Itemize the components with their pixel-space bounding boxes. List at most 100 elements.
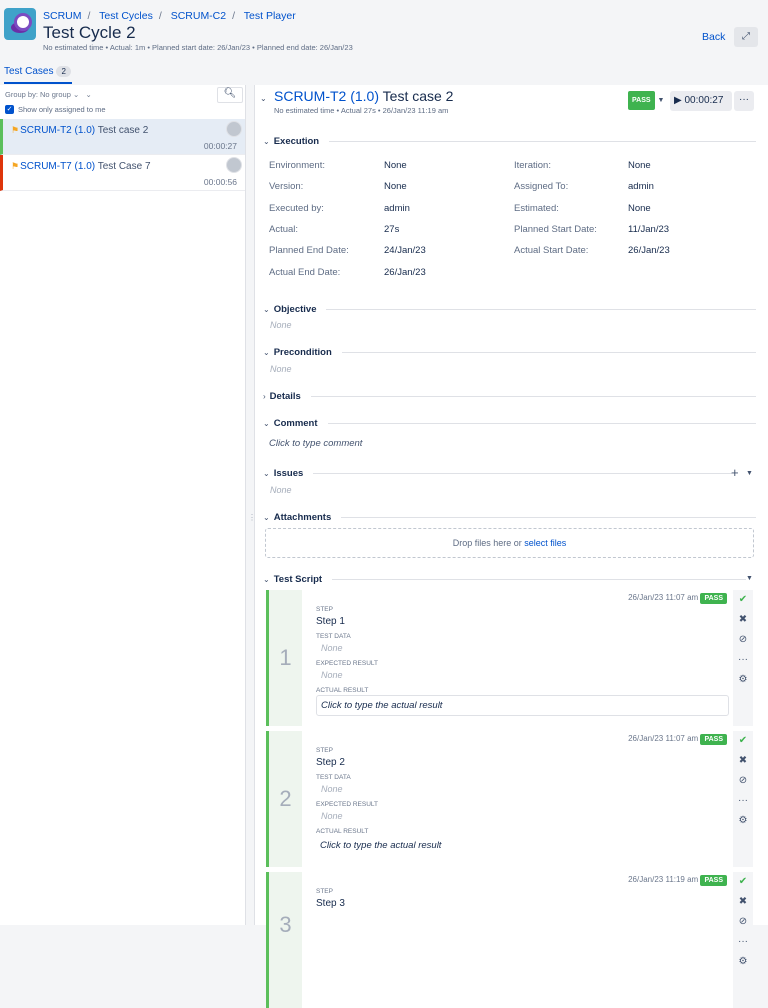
test-case-key[interactable]: SCRUM-T7 (1.0) (20, 161, 96, 172)
step-label: Step (316, 888, 333, 895)
pass-step-button[interactable]: ✔ (738, 876, 748, 887)
precondition-value[interactable]: None (270, 364, 292, 374)
step-more-button[interactable]: ··· (738, 654, 748, 665)
block-step-button[interactable]: ⊘ (738, 916, 748, 927)
step-actions: ✔ ✖ ⊘ ··· ⚙ (733, 590, 753, 726)
section-execution[interactable]: ⌄ Execution (263, 136, 756, 147)
test-case-item[interactable]: ⚑SCRUM-T7 (1.0) Test Case 7 00:00:56 (0, 155, 245, 191)
add-issue-button[interactable]: + (731, 465, 739, 480)
status-badge: PASS (628, 91, 655, 110)
avatar (226, 121, 242, 137)
detail-key[interactable]: SCRUM-T2 (1.0) (274, 88, 380, 104)
field-value[interactable]: admin (384, 203, 410, 214)
search-button[interactable]: 🔍︎ (217, 87, 243, 103)
pass-step-button[interactable]: ✔ (738, 735, 748, 746)
test-data-value: None (321, 643, 343, 653)
test-step-card: 1 26/Jan/23 11:07 am PASS ✔ ✖ ⊘ ··· ⚙ St… (266, 590, 753, 726)
field-value[interactable]: None (628, 160, 651, 171)
field-value[interactable]: None (384, 181, 407, 192)
test-case-name: Test case 2 (97, 125, 149, 136)
more-options-button[interactable]: ··· (734, 91, 754, 111)
expected-result-value: None (321, 670, 343, 680)
step-text: Step 1 (316, 616, 345, 627)
test-case-time: 00:00:56 (203, 177, 237, 187)
breadcrumb-scrum[interactable]: SCRUM (43, 10, 82, 22)
chevron-down-icon: ⌄ (263, 419, 270, 428)
field-value[interactable]: 24/Jan/23 (384, 245, 426, 256)
field-label: Assigned To: (514, 181, 569, 192)
issues-menu-caret-icon[interactable]: ▼ (746, 470, 753, 477)
collapse-chevron-icon[interactable]: ⌄ (260, 94, 267, 103)
step-more-button[interactable]: ··· (738, 936, 748, 947)
select-files-link[interactable]: select files (524, 538, 567, 548)
expand-button[interactable]: ⤢ (734, 27, 758, 47)
step-number: 2 (269, 731, 302, 867)
fail-step-button[interactable]: ✖ (738, 614, 748, 625)
chevron-right-icon: › (263, 392, 266, 401)
test-data-label: Test data (316, 774, 351, 781)
checkbox-checked-icon: ✓ (5, 105, 14, 114)
chevron-down-icon: ⌄ (263, 137, 270, 146)
section-title: Precondition (273, 347, 332, 358)
tab-test-cases[interactable]: Test Cases 2 (4, 66, 72, 84)
actual-result-label: Actual result (316, 828, 369, 835)
objective-value[interactable]: None (270, 320, 292, 330)
breadcrumb-test-cycles[interactable]: Test Cycles (99, 10, 153, 22)
block-step-button[interactable]: ⊘ (738, 775, 748, 786)
search-icon: 🔍︎ (223, 88, 237, 99)
field-value[interactable]: 11/Jan/23 (628, 224, 670, 235)
step-text: Step 3 (316, 898, 345, 909)
section-precondition[interactable]: ⌄ Precondition (263, 347, 756, 358)
field-value[interactable]: None (384, 160, 407, 171)
pass-step-button[interactable]: ✔ (738, 594, 748, 605)
section-comment[interactable]: ⌄ Comment (263, 418, 756, 429)
step-settings-button[interactable]: ⚙ (738, 674, 748, 685)
block-step-button[interactable]: ⊘ (738, 634, 748, 645)
back-button[interactable]: Back (702, 31, 726, 43)
group-by-select[interactable]: Group by: No group ⌄ ⌄ (5, 90, 92, 99)
timer-button[interactable]: ▶ 00:00:27 (670, 91, 732, 111)
fail-step-button[interactable]: ✖ (738, 896, 748, 907)
detail-meta: No estimated time • Actual 27s • 26/Jan/… (274, 106, 449, 115)
test-case-item[interactable]: ⚑SCRUM-T2 (1.0) Test case 2 00:00:27 (0, 119, 245, 155)
field-value[interactable]: 26/Jan/23 (628, 245, 670, 256)
step-more-button[interactable]: ··· (738, 795, 748, 806)
step-settings-button[interactable]: ⚙ (738, 815, 748, 826)
field-label: Actual: (269, 224, 299, 235)
breadcrumb-cycle[interactable]: SCRUM-C2 (170, 10, 227, 22)
field-value[interactable]: 27s (384, 224, 400, 235)
step-settings-button[interactable]: ⚙ (738, 956, 748, 967)
panel-resize-handle[interactable]: ⋮ (245, 85, 256, 925)
actual-result-input[interactable]: Click to type the actual result (320, 840, 442, 851)
section-details[interactable]: › Details (263, 391, 756, 402)
test-case-time: 00:00:27 (203, 141, 237, 151)
step-status-badge: PASS (700, 734, 727, 745)
expected-result-label: Expected result (316, 660, 379, 667)
breadcrumb-test-player[interactable]: Test Player (243, 10, 296, 22)
section-title: Attachments (273, 512, 332, 523)
section-objective[interactable]: ⌄ Objective (263, 304, 756, 315)
status-dropdown[interactable]: PASS ▼ (628, 91, 664, 110)
attachment-dropzone[interactable]: Drop files here or select files (265, 528, 754, 558)
actual-result-label: Actual result (316, 687, 369, 694)
section-test-script[interactable]: ⌄ Test Script (263, 574, 746, 585)
section-issues[interactable]: ⌄ Issues (263, 468, 732, 479)
step-status-badge: PASS (700, 593, 727, 604)
step-status-badge: PASS (700, 875, 727, 886)
field-value[interactable]: None (628, 203, 651, 214)
test-script-menu-caret-icon[interactable]: ▼ (746, 575, 753, 582)
test-case-key[interactable]: SCRUM-T2 (1.0) (20, 125, 96, 136)
field-label: Planned End Date: (269, 245, 349, 256)
chevron-down-icon: ⌄ (263, 305, 270, 314)
section-title: Issues (273, 468, 304, 479)
timer-value: 00:00:27 (684, 95, 724, 106)
actual-result-input[interactable]: Click to type the actual result (316, 695, 729, 716)
show-assigned-checkbox[interactable]: ✓ Show only assigned to me (5, 105, 106, 114)
fail-step-button[interactable]: ✖ (738, 755, 748, 766)
field-value[interactable]: admin (628, 181, 654, 192)
chevron-down-icon: ⌄ (263, 575, 270, 584)
field-value[interactable]: 26/Jan/23 (384, 267, 426, 278)
comment-input[interactable]: Click to type comment (269, 438, 363, 449)
section-attachments[interactable]: ⌄ Attachments (263, 512, 756, 523)
step-actions: ✔ ✖ ⊘ ··· ⚙ (733, 731, 753, 867)
